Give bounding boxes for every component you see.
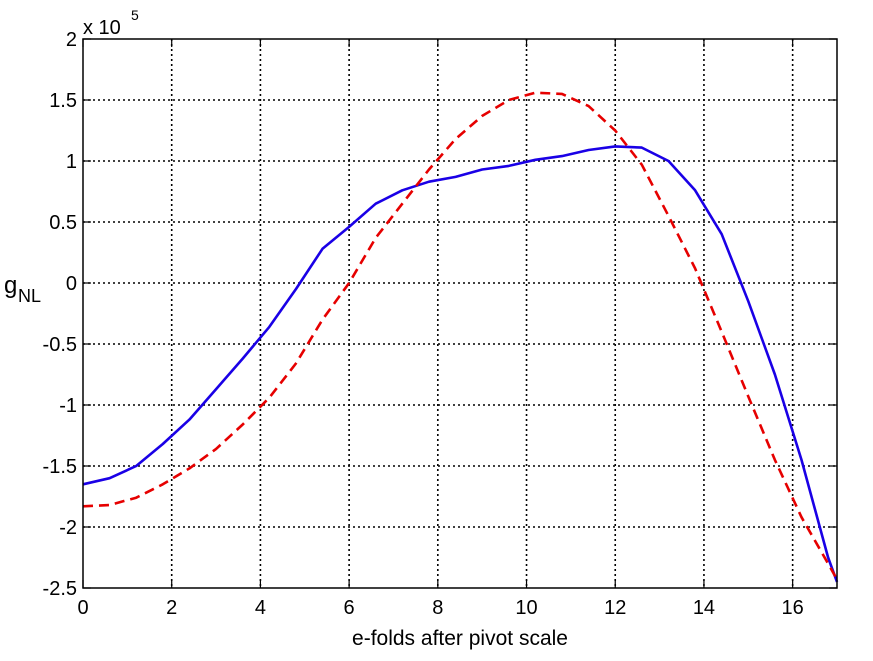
y-axis-label-subscript: NL bbox=[18, 286, 41, 306]
y-tick-label: -2 bbox=[59, 517, 77, 539]
x-tick-label: 12 bbox=[604, 597, 626, 619]
plot-area-background bbox=[83, 39, 837, 588]
x-tick-label: 6 bbox=[344, 597, 355, 619]
y-tick-label: 0.5 bbox=[49, 212, 77, 234]
y-tick-label: -1 bbox=[59, 395, 77, 417]
y-tick-label: -2.5 bbox=[43, 578, 77, 600]
y-tick-label: 0 bbox=[66, 273, 77, 295]
y-axis-label: g bbox=[4, 272, 17, 299]
y-tick-label: -0.5 bbox=[43, 334, 77, 356]
tick-labels: 0 2 4 6 8 10 12 14 16 -2.5 -2 -1.5 -1 -0.5 0 0.5 1 1.5 2 bbox=[43, 29, 804, 619]
x-tick-label: 8 bbox=[432, 597, 443, 619]
x-tick-label: 10 bbox=[515, 597, 537, 619]
y-tick-label: 1 bbox=[66, 151, 77, 173]
y-tick-label: 1.5 bbox=[49, 90, 77, 112]
y-tick-label: 2 bbox=[66, 29, 77, 51]
series-line-1 bbox=[82, 145, 839, 583]
ticks bbox=[82, 38, 837, 589]
x-tick-label: 0 bbox=[77, 597, 88, 619]
x-tick-label: 2 bbox=[166, 597, 177, 619]
x-tick-label: 14 bbox=[693, 597, 715, 619]
series-line-2 bbox=[82, 91, 839, 581]
grid bbox=[83, 39, 837, 588]
y-multiplier-exponent: 5 bbox=[131, 7, 139, 23]
x-tick-label: 16 bbox=[782, 597, 804, 619]
x-tick-label: 4 bbox=[255, 597, 266, 619]
y-tick-label: -1.5 bbox=[43, 456, 77, 478]
x-axis-label: e-folds after pivot scale bbox=[352, 627, 568, 650]
plot-frame bbox=[82, 38, 838, 589]
series-layer bbox=[82, 91, 839, 583]
y-multiplier-base: x 10 bbox=[83, 17, 121, 39]
